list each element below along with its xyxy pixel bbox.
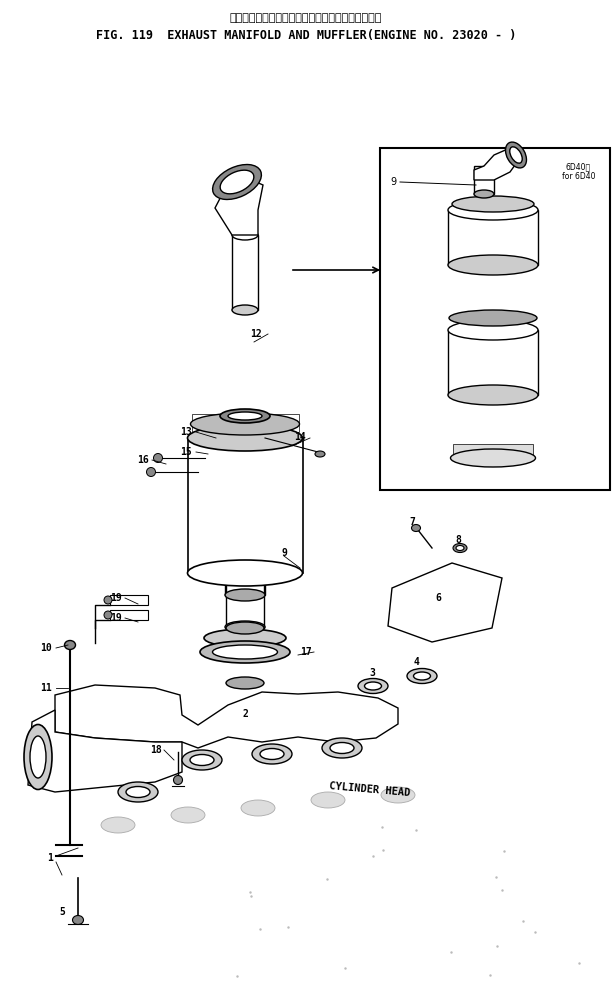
Text: 9: 9 xyxy=(390,177,396,187)
Ellipse shape xyxy=(220,171,254,193)
Ellipse shape xyxy=(411,525,421,532)
Ellipse shape xyxy=(252,744,292,764)
Text: 12: 12 xyxy=(250,329,262,339)
Ellipse shape xyxy=(365,682,381,690)
Polygon shape xyxy=(474,148,520,180)
Ellipse shape xyxy=(451,449,536,467)
Text: エキゾーストマニホールドおよびマフラ　適用号機: エキゾーストマニホールドおよびマフラ 適用号機 xyxy=(230,13,382,23)
Ellipse shape xyxy=(448,200,538,220)
Ellipse shape xyxy=(311,792,345,808)
Ellipse shape xyxy=(213,165,261,199)
Text: 17: 17 xyxy=(300,647,312,657)
Bar xyxy=(448,330,538,395)
Ellipse shape xyxy=(225,589,265,601)
Ellipse shape xyxy=(118,782,158,802)
Text: 11: 11 xyxy=(40,683,52,693)
Bar xyxy=(448,210,538,265)
Text: 4: 4 xyxy=(413,657,419,667)
Ellipse shape xyxy=(232,230,258,240)
Text: 15: 15 xyxy=(180,447,192,457)
Ellipse shape xyxy=(452,196,534,212)
Polygon shape xyxy=(28,710,182,792)
Bar xyxy=(453,444,533,458)
Ellipse shape xyxy=(407,669,437,683)
Ellipse shape xyxy=(204,629,286,647)
Bar xyxy=(225,563,265,595)
Text: 19: 19 xyxy=(110,593,122,603)
Ellipse shape xyxy=(448,255,538,275)
Text: 8: 8 xyxy=(455,535,461,545)
Ellipse shape xyxy=(104,611,112,619)
Ellipse shape xyxy=(182,750,222,770)
Ellipse shape xyxy=(191,413,300,435)
Polygon shape xyxy=(215,178,263,235)
Bar xyxy=(380,148,610,490)
Ellipse shape xyxy=(104,596,112,604)
Ellipse shape xyxy=(449,310,537,326)
Ellipse shape xyxy=(330,742,354,754)
Ellipse shape xyxy=(228,412,262,420)
Text: 6: 6 xyxy=(435,593,441,603)
Ellipse shape xyxy=(260,749,284,760)
Bar xyxy=(110,595,148,605)
Ellipse shape xyxy=(173,776,183,785)
Bar xyxy=(188,438,303,573)
Text: 13: 13 xyxy=(180,427,192,437)
Bar xyxy=(474,166,494,194)
Text: 1: 1 xyxy=(47,853,53,863)
Text: 19: 19 xyxy=(110,613,122,623)
Ellipse shape xyxy=(188,425,302,451)
Ellipse shape xyxy=(200,641,290,663)
Text: 5: 5 xyxy=(59,907,65,917)
Ellipse shape xyxy=(24,724,52,790)
Text: 18: 18 xyxy=(150,745,162,755)
Ellipse shape xyxy=(474,190,494,198)
Bar xyxy=(226,573,264,628)
Bar xyxy=(232,235,258,310)
Ellipse shape xyxy=(510,147,522,164)
Ellipse shape xyxy=(171,807,205,823)
Ellipse shape xyxy=(448,320,538,340)
Ellipse shape xyxy=(381,787,415,803)
Text: 9: 9 xyxy=(281,548,287,558)
Text: 7: 7 xyxy=(409,517,415,527)
Ellipse shape xyxy=(506,142,527,168)
Ellipse shape xyxy=(101,817,135,833)
Ellipse shape xyxy=(126,787,150,798)
Ellipse shape xyxy=(190,755,214,766)
Ellipse shape xyxy=(64,641,75,650)
Text: 2: 2 xyxy=(242,709,248,719)
Polygon shape xyxy=(55,685,398,748)
Ellipse shape xyxy=(213,645,278,659)
Ellipse shape xyxy=(456,546,464,551)
Ellipse shape xyxy=(448,385,538,405)
Ellipse shape xyxy=(72,916,83,925)
Ellipse shape xyxy=(225,621,265,633)
Ellipse shape xyxy=(153,453,162,462)
Text: CYLINDER HEAD: CYLINDER HEAD xyxy=(329,782,411,799)
Ellipse shape xyxy=(30,736,46,778)
Text: 10: 10 xyxy=(40,643,52,653)
Text: 6D40用
for 6D40: 6D40用 for 6D40 xyxy=(562,162,595,182)
Ellipse shape xyxy=(322,738,362,758)
Bar xyxy=(192,414,299,432)
Ellipse shape xyxy=(232,305,258,315)
Ellipse shape xyxy=(188,560,302,586)
Text: 16: 16 xyxy=(137,455,149,465)
Polygon shape xyxy=(388,563,502,642)
Bar xyxy=(110,610,148,620)
Ellipse shape xyxy=(226,677,264,689)
Text: FIG. 119  EXHAUST MANIFOLD AND MUFFLER(ENGINE NO. 23020 - ): FIG. 119 EXHAUST MANIFOLD AND MUFFLER(EN… xyxy=(96,30,516,43)
Ellipse shape xyxy=(147,467,156,476)
Text: 3: 3 xyxy=(369,668,375,678)
Ellipse shape xyxy=(453,544,467,553)
Ellipse shape xyxy=(226,622,264,634)
Text: 14: 14 xyxy=(294,432,306,442)
Ellipse shape xyxy=(220,409,270,423)
Ellipse shape xyxy=(414,672,430,680)
Ellipse shape xyxy=(315,451,325,457)
Ellipse shape xyxy=(241,800,275,816)
Ellipse shape xyxy=(358,679,388,693)
